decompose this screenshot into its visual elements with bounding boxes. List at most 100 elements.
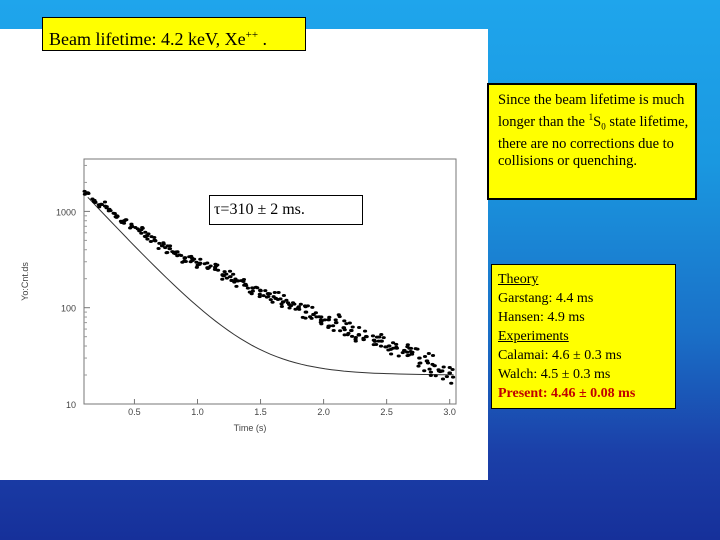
data-point (357, 326, 362, 330)
data-point (349, 334, 355, 338)
lifetime-note: Since the beam lifetime is much longer t… (487, 83, 697, 200)
data-point (257, 295, 262, 299)
fit-curve (87, 196, 454, 376)
data-point (123, 218, 128, 222)
data-point (242, 283, 247, 287)
references-box: Theory Garstang: 4.4 ms Hansen: 4.9 ms E… (491, 264, 676, 409)
slide-title: Beam lifetime: 4.2 keV, Xe++ . (42, 17, 306, 51)
data-point (396, 354, 401, 358)
data-point (426, 352, 431, 356)
data-point (447, 365, 452, 369)
data-point (279, 304, 284, 308)
data-point (376, 339, 381, 343)
data-point (272, 290, 277, 294)
data-point (255, 286, 260, 290)
data-point (82, 189, 87, 193)
data-point (98, 202, 104, 206)
data-point (139, 228, 144, 232)
data-point (104, 206, 109, 210)
data-point (391, 346, 396, 350)
x-tick-label: 3.0 (443, 407, 456, 417)
data-point (128, 226, 133, 230)
theory-item: Garstang: 4.4 ms (498, 291, 594, 306)
data-point (449, 381, 454, 385)
decay-chart: 0.5 1.0 1.5 2.0 2.5 3.0 1000 100 10 Yo:Cnt.ds Time… (20, 158, 457, 433)
data-point (327, 324, 332, 328)
data-point (400, 351, 405, 355)
data-point (167, 247, 173, 251)
chart-axes: 0.5 1.0 1.5 2.0 2.5 3.0 1000 100 10 Yo:Cnt.ds Time… (20, 158, 457, 433)
present-result: Present: 4.46 ± 0.08 ms (498, 386, 636, 401)
data-point (267, 292, 272, 296)
data-point (428, 373, 433, 377)
data-point (353, 336, 358, 340)
data-point (276, 290, 281, 294)
data-point (377, 335, 382, 339)
data-point (370, 334, 376, 338)
data-point (342, 333, 347, 337)
data-point (167, 244, 173, 248)
data-point (407, 346, 412, 350)
data-point (261, 294, 266, 298)
data-point (268, 298, 273, 302)
data-point (258, 288, 263, 292)
data-point (347, 321, 352, 325)
data-point (422, 354, 428, 358)
data-point (152, 236, 157, 240)
data-point (187, 255, 192, 259)
data-point (208, 264, 213, 268)
data-point (361, 336, 366, 340)
data-point (333, 318, 338, 322)
data-point (205, 261, 210, 265)
data-point (390, 341, 396, 345)
data-point (107, 208, 112, 212)
data-point (148, 239, 153, 243)
note-line2: state lifetime, there are no corrections… (498, 113, 689, 169)
data-point (284, 298, 289, 302)
data-point (285, 301, 291, 305)
data-point (303, 316, 308, 320)
y-tick-label: 100 (61, 304, 76, 314)
data-point (342, 328, 347, 332)
data-point (322, 318, 327, 322)
data-point (264, 295, 270, 299)
data-point (427, 367, 432, 371)
data-point (245, 286, 251, 290)
data-point (292, 302, 297, 306)
data-point (383, 345, 388, 349)
data-point (430, 353, 436, 357)
data-point (362, 329, 368, 333)
note-state-sub: 0 (601, 121, 606, 132)
data-point (161, 241, 166, 245)
data-point (394, 342, 399, 346)
data-point (353, 339, 358, 343)
x-tick-label: 1.5 (254, 407, 267, 417)
data-point (118, 219, 124, 223)
data-point (344, 322, 349, 326)
data-point (333, 321, 339, 325)
data-point (441, 365, 446, 369)
data-point (164, 251, 169, 255)
x-tick-label: 2.0 (317, 407, 330, 417)
data-point (389, 352, 394, 356)
data-point (188, 260, 193, 264)
data-point (433, 374, 438, 378)
data-point (145, 237, 150, 241)
data-point (293, 307, 298, 311)
data-point (287, 306, 292, 310)
note-state-sup: 1 (588, 112, 594, 122)
plot-frame (83, 158, 457, 405)
data-point (233, 277, 238, 281)
data-point (129, 222, 134, 226)
data-point (313, 311, 318, 315)
lifetime-fit-label: τ=310 ± 2 ms. (209, 195, 363, 225)
data-point (330, 324, 336, 328)
data-point (444, 375, 449, 379)
y-axis-label: Yo:Cnt.ds (20, 262, 30, 301)
data-point (224, 276, 229, 280)
data-point (227, 269, 233, 273)
data-point (327, 315, 332, 319)
data-point (197, 262, 202, 266)
data-point (374, 343, 379, 347)
data-point (157, 241, 162, 245)
